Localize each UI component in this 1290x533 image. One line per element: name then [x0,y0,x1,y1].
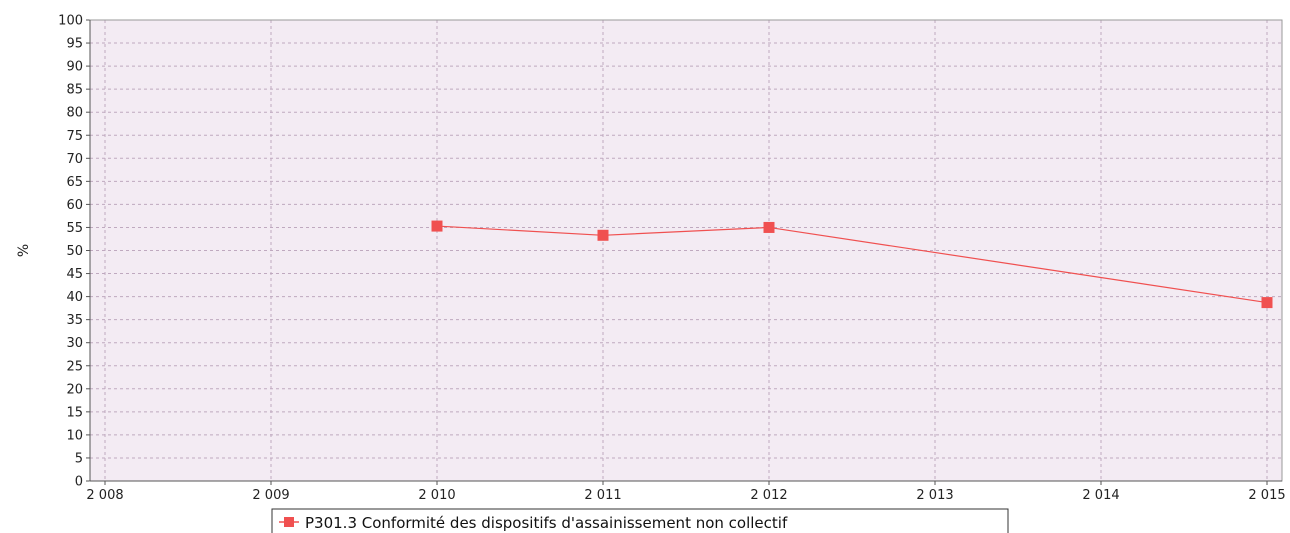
x-tick-label: 2 013 [916,488,953,503]
y-tick-label: 5 [75,451,83,466]
y-tick-label: 75 [66,129,83,144]
y-tick-label: 100 [58,14,83,29]
y-tick-label: 65 [66,175,83,190]
y-tick-label: 35 [66,313,83,328]
x-tick-label: 2 010 [418,488,455,503]
data-point[interactable] [1261,297,1273,309]
legend-marker-swatch [284,517,294,527]
y-tick-label: 70 [66,152,83,167]
y-tick-label: 25 [66,359,83,374]
y-tick-label: 30 [66,336,83,351]
legend-label: P301.3 Conformité des dispositifs d'assa… [305,514,788,532]
y-tick-label: 40 [66,290,83,305]
x-tick-label: 2 008 [86,488,123,503]
y-tick-label: 10 [66,428,83,443]
y-tick-label: 45 [66,267,83,282]
series-line [436,225,1268,304]
y-tick-label: 15 [66,405,83,420]
y-tick-label: 80 [66,106,83,121]
y-tick-label: 0 [75,475,83,490]
x-tick-label: 2 015 [1248,488,1285,503]
legend-box [271,508,1009,533]
x-tick-label: 2 009 [252,488,289,503]
y-tick-label: 20 [66,382,83,397]
y-tick-label: 90 [66,60,83,75]
data-point[interactable] [763,221,775,233]
x-tick-label: 2 011 [584,488,621,503]
y-tick-label: 60 [66,198,83,213]
y-tick-label: 55 [66,221,83,236]
y-axis-title: % [16,244,32,257]
y-tick-label: 95 [66,37,83,52]
x-tick-label: 2 012 [750,488,787,503]
y-tick-label: 50 [66,244,83,259]
x-tick-label: 2 014 [1082,488,1119,503]
y-tick-label: 85 [66,83,83,98]
data-point[interactable] [431,220,443,232]
data-point[interactable] [597,229,609,241]
